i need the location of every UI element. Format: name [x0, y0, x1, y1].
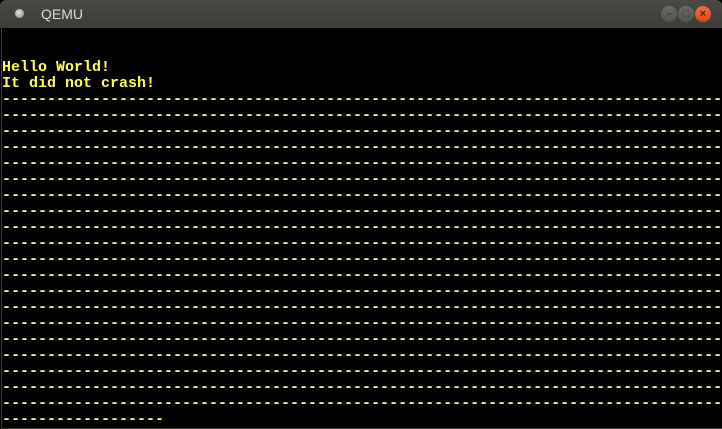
terminal-line: It did not crash!	[2, 75, 156, 92]
terminal-line: ----------------------------------------…	[2, 107, 722, 124]
terminal-line: ----------------------------------------…	[2, 251, 722, 268]
terminal-line: Hello World!	[2, 59, 111, 76]
terminal-line: ----------------------------------------…	[2, 139, 722, 156]
terminal-line: ----------------------------------------…	[2, 123, 722, 140]
terminal-line: ----------------------------------------…	[2, 91, 722, 108]
terminal-line: ----------------------------------------…	[2, 219, 722, 236]
terminal-line: ----------------------------------------…	[2, 171, 722, 188]
terminal-line: ----------------------------------------…	[2, 331, 722, 348]
terminal-line: ----------------------------------------…	[2, 347, 722, 364]
maximize-button[interactable]: □	[678, 6, 694, 22]
minimize-button[interactable]: –	[661, 6, 677, 22]
terminal-line: ----------------------------------------…	[2, 203, 722, 220]
terminal-line: ----------------------------------------…	[2, 155, 722, 172]
close-button[interactable]: ×	[695, 6, 711, 22]
window-title: QEMU	[41, 6, 83, 22]
terminal-output: Hello World! It did not crash! -----------…	[2, 28, 722, 428]
maximize-icon: □	[682, 8, 690, 20]
minimize-icon: –	[665, 8, 673, 20]
terminal-line: ----------------------------------------…	[2, 379, 722, 396]
terminal-line: ----------------------------------------…	[2, 299, 722, 316]
terminal-line: ----------------------------------------…	[2, 235, 722, 252]
terminal-line: ------------------	[2, 411, 165, 428]
terminal-line	[2, 44, 722, 60]
close-icon: ×	[699, 8, 707, 20]
title-bar[interactable]: QEMU – □ ×	[0, 0, 722, 28]
terminal-line: ----------------------------------------…	[2, 363, 722, 380]
app-icon[interactable]	[15, 9, 24, 18]
terminal-line: ----------------------------------------…	[2, 283, 722, 300]
vm-display[interactable]: Hello World! It did not crash! -----------…	[1, 28, 722, 429]
terminal-line: ----------------------------------------…	[2, 395, 722, 412]
terminal-line: ----------------------------------------…	[2, 187, 722, 204]
terminal-line	[2, 28, 722, 44]
terminal-line: ----------------------------------------…	[2, 315, 722, 332]
terminal-line: ----------------------------------------…	[2, 267, 722, 284]
